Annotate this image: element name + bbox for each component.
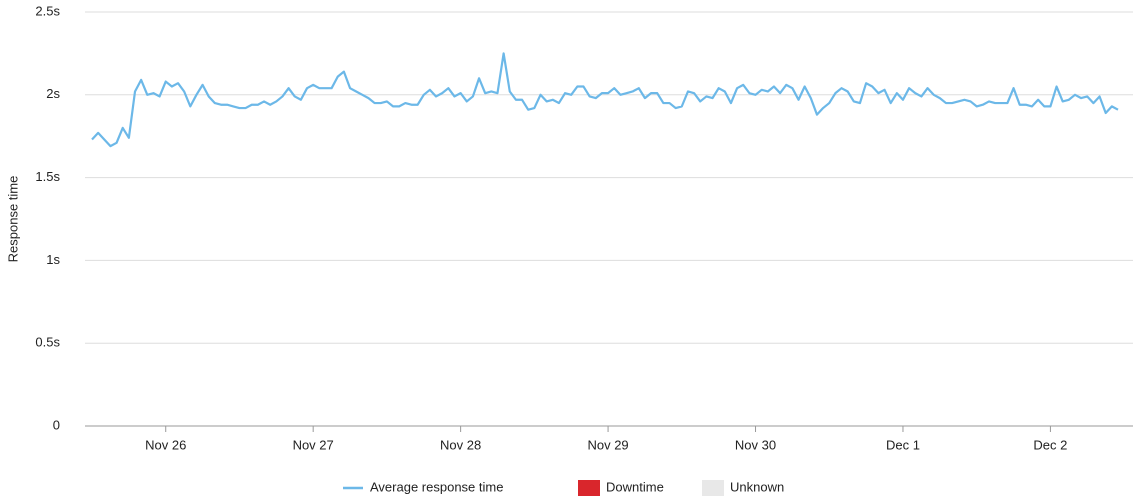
y-tick-label: 0.5s [35, 335, 60, 350]
legend-label: Unknown [730, 479, 784, 494]
line-series [91, 52, 1119, 148]
legend-label: Downtime [606, 479, 664, 494]
y-tick-label: 0 [53, 417, 60, 432]
x-tick-label: Nov 30 [735, 437, 776, 452]
legend-swatch [578, 480, 600, 496]
y-tick-label: 2.5s [35, 3, 60, 18]
y-axis-label: Response time [5, 176, 20, 263]
legend-swatch [702, 480, 724, 496]
x-tick-label: Nov 27 [293, 437, 334, 452]
x-tick-label: Nov 28 [440, 437, 481, 452]
y-tick-label: 1.5s [35, 169, 60, 184]
x-tick-label: Dec 1 [886, 437, 920, 452]
y-tick-label: 1s [46, 252, 60, 267]
legend-label: Average response time [370, 479, 503, 494]
x-tick-label: Nov 29 [587, 437, 628, 452]
x-tick-label: Dec 2 [1033, 437, 1067, 452]
x-tick-label: Nov 26 [145, 437, 186, 452]
y-tick-label: 2s [46, 86, 60, 101]
